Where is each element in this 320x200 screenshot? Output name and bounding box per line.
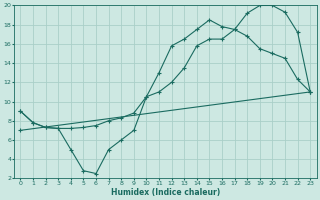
X-axis label: Humidex (Indice chaleur): Humidex (Indice chaleur) [111,188,220,197]
